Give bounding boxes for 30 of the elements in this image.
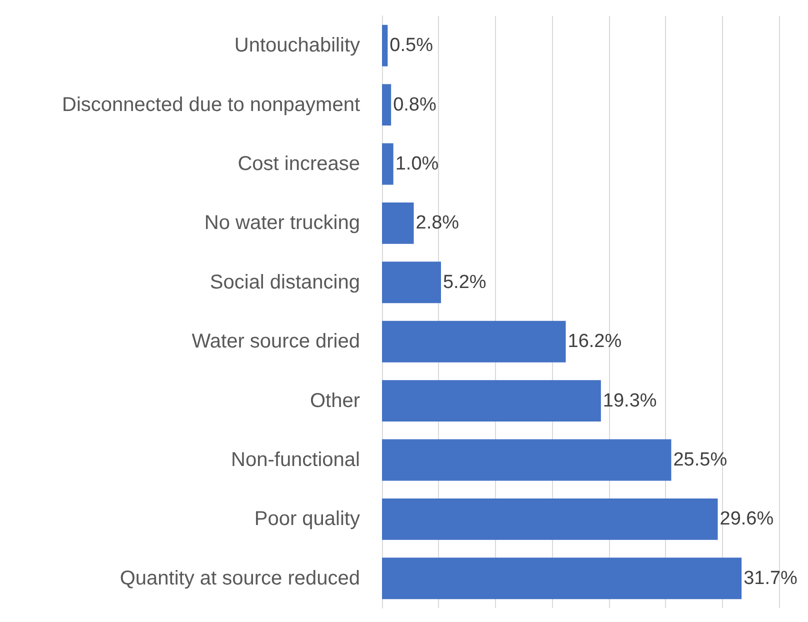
bar: [382, 558, 742, 600]
data-label: 16.2%: [568, 331, 622, 352]
y-tick-label: Non-functional: [231, 449, 360, 471]
y-tick-label: Social distancing: [210, 271, 360, 294]
y-tick-label: Disconnected due to nonpayment: [62, 94, 360, 116]
y-tick-label: Poor quality: [254, 508, 360, 530]
bar: [382, 24, 388, 66]
data-label: 1.0%: [395, 154, 439, 174]
data-label: 31.7%: [744, 568, 798, 589]
bar: [382, 84, 392, 126]
y-tick-label: Other: [310, 390, 360, 412]
bar: [382, 498, 718, 540]
data-label: 29.6%: [720, 508, 774, 530]
bar: [382, 143, 394, 185]
data-label: 2.8%: [416, 212, 460, 234]
data-label: 19.3%: [602, 390, 657, 412]
data-label: 25.5%: [673, 450, 728, 470]
y-tick-label: Water source dried: [192, 330, 360, 353]
bar: [382, 439, 672, 481]
bar: [382, 202, 414, 244]
data-label: 5.2%: [442, 272, 486, 293]
bar: [382, 380, 601, 422]
bar: [382, 262, 441, 304]
data-label: 0.5%: [390, 35, 434, 56]
y-tick-label: No water trucking: [204, 212, 360, 234]
data-label: 0.8%: [393, 94, 436, 116]
y-tick-label: Quantity at source reduced: [120, 567, 360, 590]
bar: [382, 320, 566, 362]
y-tick-label: Cost increase: [238, 153, 360, 175]
y-tick-label: Untouchability: [234, 34, 360, 57]
